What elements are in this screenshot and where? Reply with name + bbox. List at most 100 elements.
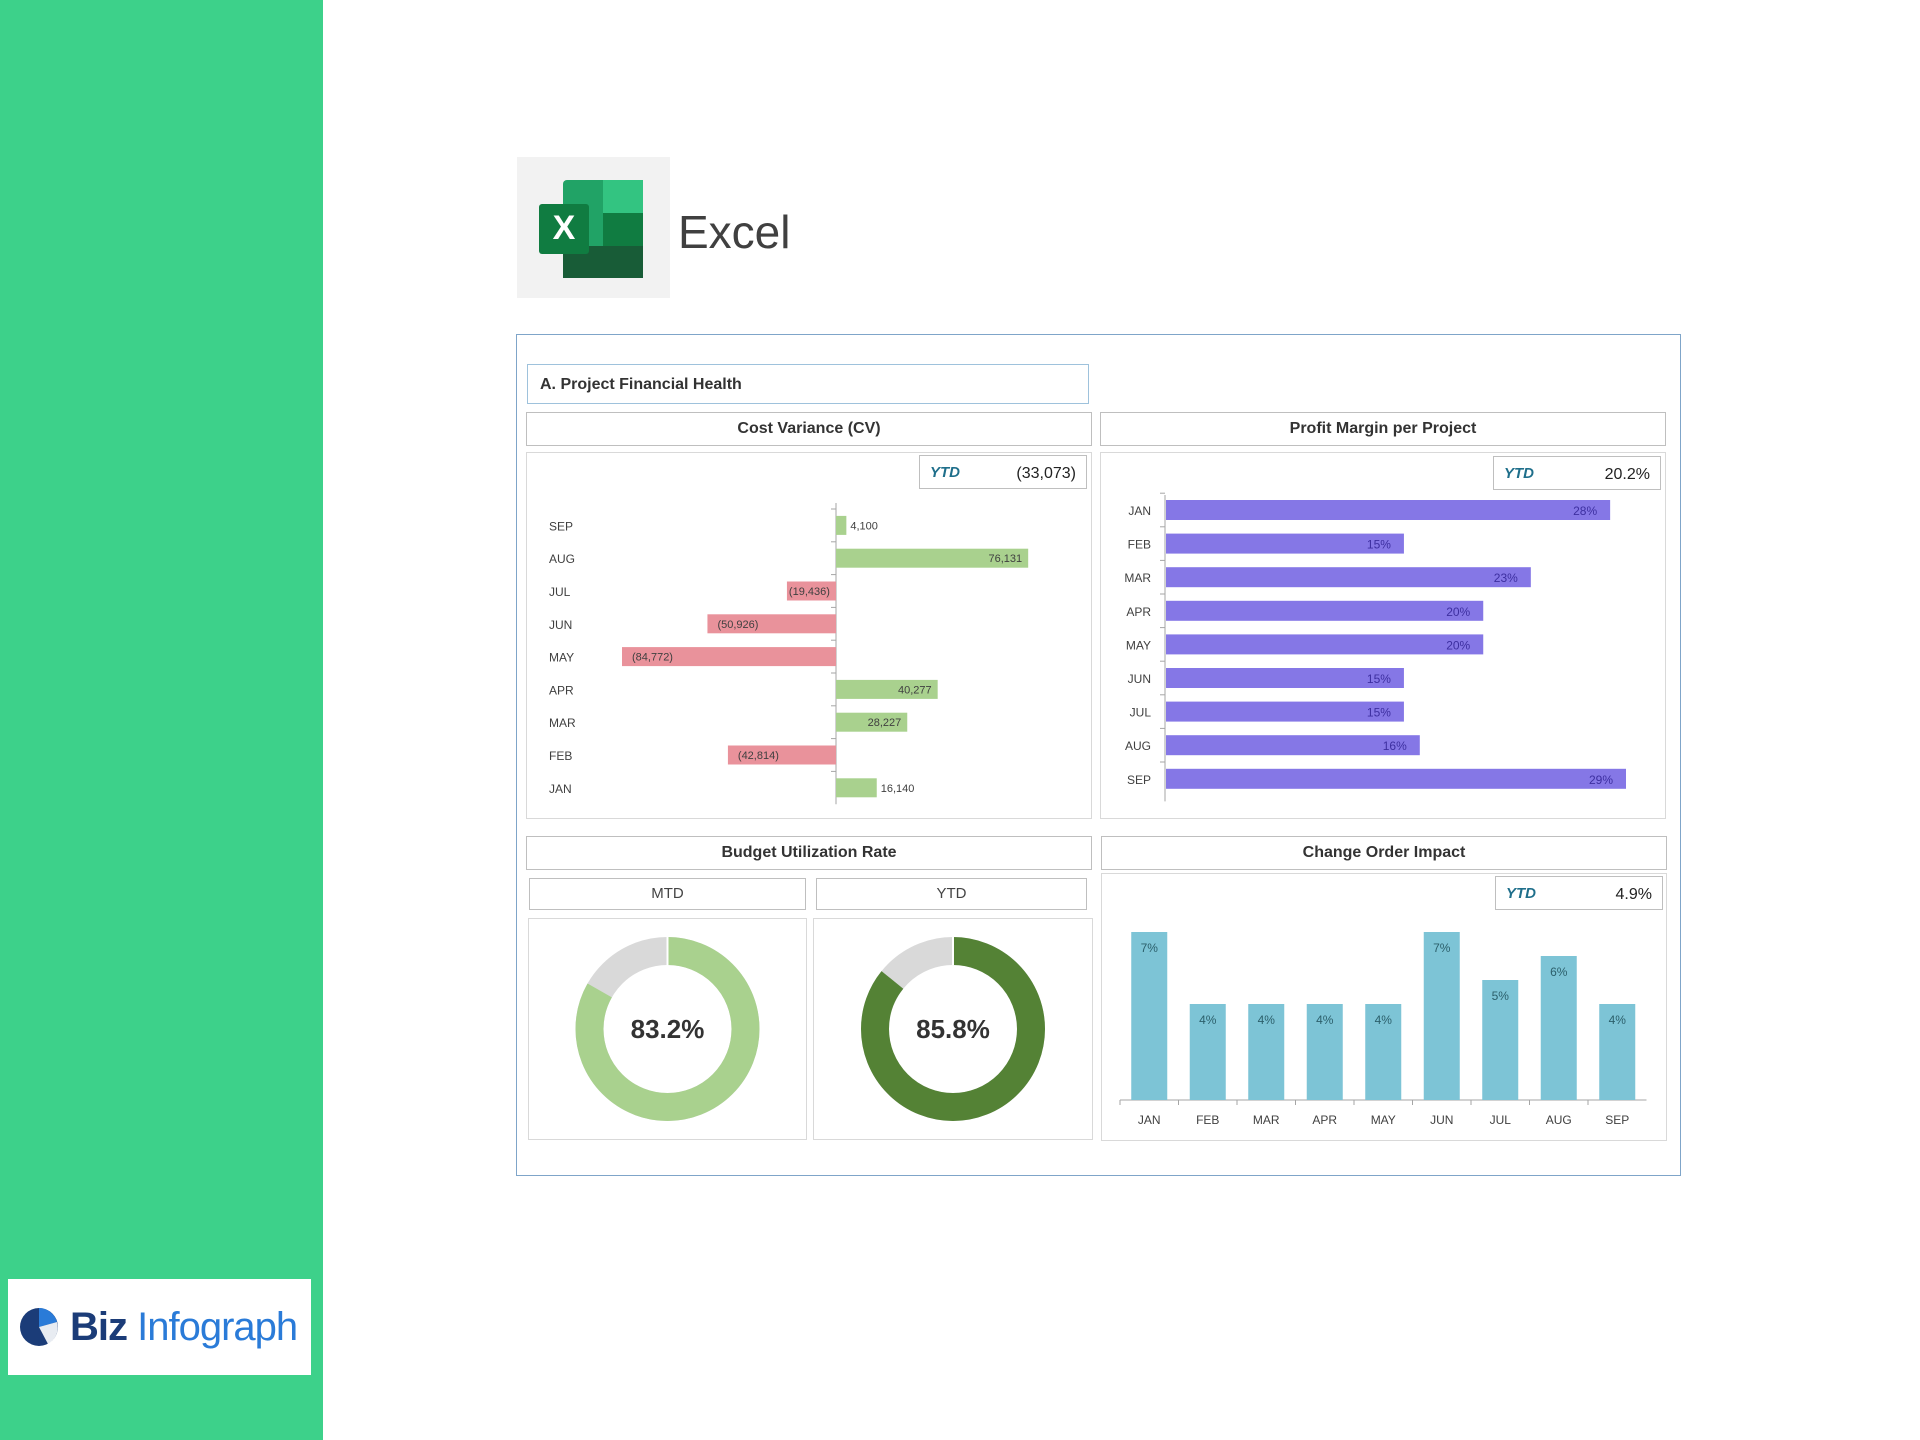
mtd-center-label: 83.2% bbox=[631, 1014, 705, 1044]
app-name: Excel bbox=[678, 206, 791, 258]
co-bar bbox=[1131, 932, 1168, 1100]
cv-category-label: JAN bbox=[549, 782, 572, 796]
cv-bar bbox=[707, 614, 836, 634]
pm-bar bbox=[1166, 701, 1404, 722]
pm-data-label: 16% bbox=[1383, 739, 1407, 753]
mtd-donut-panel: 83.2% bbox=[528, 918, 807, 1140]
brand-name-biz: Biz bbox=[70, 1304, 128, 1349]
pm-data-label: 29% bbox=[1589, 773, 1613, 787]
sidebar bbox=[0, 0, 323, 1440]
pm-category-label: JUN bbox=[1128, 672, 1151, 686]
cv-data-label: (50,926) bbox=[717, 619, 758, 631]
co-data-label: 7% bbox=[1433, 941, 1451, 955]
co-category-label: JAN bbox=[1138, 1113, 1161, 1127]
excel-icon: X bbox=[539, 180, 643, 278]
pm-bar bbox=[1166, 533, 1404, 554]
profit-margin-chart: JAN 28% FEB 15% MAR 23% APR 20% MAY 20% JUN 15% JUL 1… bbox=[1124, 492, 1626, 802]
section-title: A. Project Financial Health bbox=[527, 364, 1089, 404]
co-data-label: 7% bbox=[1141, 941, 1159, 955]
change-order-header: Change Order Impact bbox=[1101, 836, 1667, 870]
co-bar bbox=[1540, 956, 1577, 1100]
cv-bar bbox=[836, 679, 938, 699]
cv-category-label: MAY bbox=[549, 651, 574, 665]
co-category-label: FEB bbox=[1196, 1113, 1219, 1127]
pm-category-label: JAN bbox=[1128, 504, 1151, 518]
co-data-label: 5% bbox=[1492, 989, 1510, 1003]
cost-variance-chart: SEP 4,100 AUG 76,131 JUL (19,436) JUN (50,926) M… bbox=[549, 503, 1029, 805]
co-bar bbox=[1306, 1004, 1343, 1100]
pm-bar bbox=[1166, 768, 1626, 789]
cv-category-label: AUG bbox=[549, 552, 575, 566]
pm-data-label: 23% bbox=[1494, 571, 1518, 585]
co-data-label: 4% bbox=[1258, 1013, 1276, 1027]
co-data-label: 4% bbox=[1199, 1013, 1217, 1027]
co-data-label: 4% bbox=[1375, 1013, 1393, 1027]
ytd-donut-chart: 85.8% bbox=[861, 937, 1045, 1121]
cv-category-label: JUL bbox=[549, 585, 571, 599]
co-bar bbox=[1189, 1004, 1226, 1100]
pm-category-label: SEP bbox=[1127, 773, 1151, 787]
pm-data-label: 15% bbox=[1367, 706, 1391, 720]
cv-data-label: 28,227 bbox=[868, 717, 902, 729]
pm-bar bbox=[1166, 668, 1404, 688]
cv-bar bbox=[836, 515, 847, 535]
dashboard: A. Project Financial Health Cost Varianc… bbox=[516, 334, 1681, 1176]
ytd-header: YTD bbox=[816, 878, 1087, 910]
change-order-chart: 7% JAN 4% FEB 4% MAR 4% APR 4% MAY 7% JUN 5% JUL 6% AUG… bbox=[1119, 932, 1647, 1127]
excel-logo: X bbox=[517, 157, 670, 298]
cost-variance-header: Cost Variance (CV) bbox=[526, 412, 1092, 446]
cv-bar bbox=[836, 712, 908, 732]
pm-data-label: 15% bbox=[1367, 538, 1391, 552]
co-bar bbox=[1248, 1004, 1285, 1100]
change-order-ytd-value: 4.9% bbox=[1615, 886, 1652, 903]
pie-logo-icon bbox=[20, 1308, 58, 1346]
cv-bar bbox=[836, 548, 1029, 568]
cv-bar bbox=[727, 745, 836, 765]
excel-logo-letter: X bbox=[553, 209, 576, 247]
co-category-label: JUL bbox=[1490, 1113, 1512, 1127]
ytd-center-label: 85.8% bbox=[916, 1014, 990, 1044]
change-order-panel: YTD 4.9% 7% JAN 4% FEB 4% MAR 4% APR 4% MAY 7% JUN 5… bbox=[1101, 873, 1667, 1141]
cost-variance-ytd-value: (33,073) bbox=[1016, 465, 1076, 482]
cv-bar bbox=[786, 581, 836, 601]
mtd-header: MTD bbox=[529, 878, 806, 910]
cv-bar bbox=[836, 778, 877, 798]
co-category-label: SEP bbox=[1605, 1113, 1629, 1127]
profit-margin-ytd-value: 20.2% bbox=[1604, 466, 1650, 483]
pm-data-label: 20% bbox=[1446, 605, 1470, 619]
co-category-label: APR bbox=[1312, 1113, 1337, 1127]
pm-bar bbox=[1166, 500, 1611, 520]
cost-variance-panel: YTD (33,073) SEP 4,100 AUG 76,131 JUL (19,436… bbox=[526, 452, 1092, 819]
cv-bar bbox=[622, 647, 836, 667]
co-data-label: 4% bbox=[1316, 1013, 1334, 1027]
budget-utilization-header: Budget Utilization Rate bbox=[526, 836, 1092, 870]
cv-category-label: MAR bbox=[549, 716, 576, 730]
co-data-label: 6% bbox=[1550, 965, 1568, 979]
pm-category-label: APR bbox=[1126, 605, 1151, 619]
cv-data-label: 16,140 bbox=[881, 783, 915, 795]
pm-bar bbox=[1166, 600, 1484, 621]
cv-data-label: (84,772) bbox=[632, 652, 673, 664]
cv-data-label: (19,436) bbox=[789, 586, 830, 598]
cv-data-label: 76,131 bbox=[989, 553, 1023, 565]
pm-bar bbox=[1166, 735, 1420, 756]
profit-margin-header: Profit Margin per Project bbox=[1100, 412, 1666, 446]
cv-category-label: JUN bbox=[549, 618, 572, 632]
cv-category-label: SEP bbox=[549, 519, 573, 533]
cv-data-label: 40,277 bbox=[898, 684, 932, 696]
change-order-ytd-box: YTD 4.9% bbox=[1495, 876, 1663, 910]
pm-category-label: AUG bbox=[1125, 739, 1151, 753]
co-bar bbox=[1482, 980, 1519, 1100]
cost-variance-ytd-label: YTD bbox=[930, 464, 960, 481]
profit-margin-ytd-label: YTD bbox=[1504, 465, 1534, 482]
cv-data-label: (42,814) bbox=[738, 750, 779, 762]
pm-data-label: 20% bbox=[1446, 638, 1470, 652]
co-category-label: AUG bbox=[1546, 1113, 1572, 1127]
profit-margin-ytd-box: YTD 20.2% bbox=[1493, 456, 1661, 490]
change-order-ytd-label: YTD bbox=[1506, 885, 1536, 902]
cv-category-label: APR bbox=[549, 683, 574, 697]
cost-variance-ytd-box: YTD (33,073) bbox=[919, 455, 1087, 489]
cv-category-label: FEB bbox=[549, 749, 572, 763]
co-bar bbox=[1599, 1004, 1636, 1100]
mtd-donut-chart: 83.2% bbox=[575, 937, 760, 1121]
